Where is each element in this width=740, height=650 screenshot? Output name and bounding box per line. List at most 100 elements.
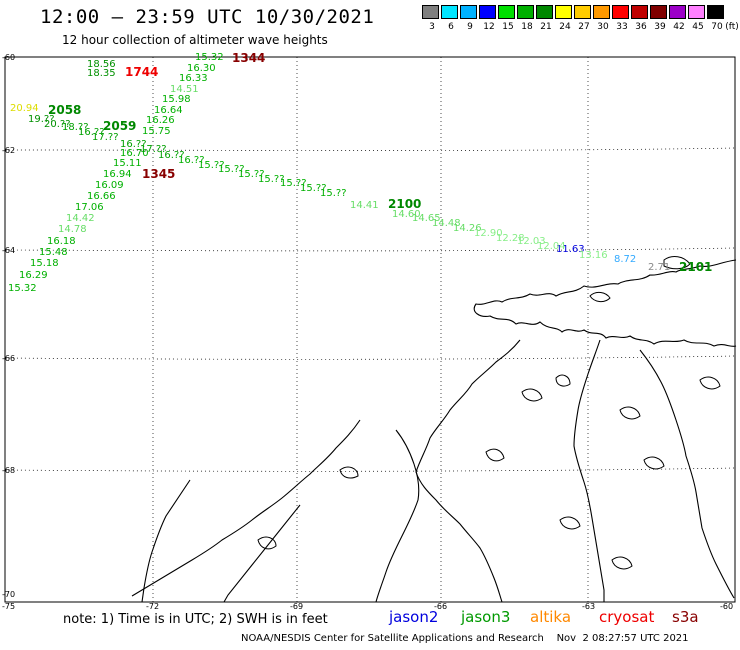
scale-label: 36 xyxy=(635,22,647,32)
track-time-label: 2058 xyxy=(48,103,82,117)
wave-height-label: 15.18 xyxy=(30,258,59,269)
footer-note: note: 1) Time is in UTC; 2) SWH is in fe… xyxy=(63,612,328,627)
wave-height-label: 14.48 xyxy=(432,218,461,229)
wave-height-label: 15.48 xyxy=(39,247,68,258)
scale-swatch xyxy=(707,5,724,19)
scale-swatch xyxy=(555,5,572,19)
scale-swatch xyxy=(441,5,458,19)
scale-label: 21 xyxy=(540,22,552,32)
wave-height-label: 18.35 xyxy=(87,68,116,79)
wave-height-label: 16.70 xyxy=(120,148,149,159)
lat-label: -68 xyxy=(2,466,16,475)
wave-height-label: 15.11 xyxy=(113,158,142,169)
scale-label: 27 xyxy=(578,22,590,32)
scale-swatch xyxy=(612,5,629,19)
wave-height-label: 16.64 xyxy=(154,105,183,116)
lon-label: -69 xyxy=(290,602,304,611)
track-time-label: 2100 xyxy=(388,197,422,211)
wave-height-label: 15.98 xyxy=(162,94,191,105)
scale-swatch xyxy=(650,5,667,19)
scale-swatch xyxy=(669,5,686,19)
lat-label: -64 xyxy=(2,246,16,255)
wave-height-label: 14.78 xyxy=(58,224,87,235)
map-frame xyxy=(4,56,736,603)
scale-label: 24 xyxy=(559,22,571,32)
wave-height-label: 12.90 xyxy=(474,228,503,239)
scale-label: 70 xyxy=(711,22,723,32)
wave-height-label: 13.16 xyxy=(579,250,608,261)
scale-swatch xyxy=(460,5,477,19)
scale-label: 30 xyxy=(597,22,609,32)
coastline xyxy=(131,259,737,603)
wave-height-label: 12.28 xyxy=(496,233,525,244)
wave-height-label: 14.60 xyxy=(392,209,421,220)
legend-altika: altika xyxy=(530,608,572,626)
lon-label: -66 xyxy=(434,602,448,611)
graticule xyxy=(4,57,736,602)
wave-height-label: 16.29 xyxy=(19,270,48,281)
page-title: 12:00 – 23:59 UTC 10/30/2021 xyxy=(40,6,375,28)
wave-height-label: 16.18 xyxy=(47,236,76,247)
wave-height-label: 16.30 xyxy=(187,63,216,74)
legend-cryosat: cryosat xyxy=(599,608,655,626)
scale-label: 15 xyxy=(502,22,514,32)
track-time-label: 1345 xyxy=(142,167,176,181)
scale-swatch xyxy=(479,5,496,19)
wave-height-label: 14.42 xyxy=(66,213,95,224)
wave-height-label: 14.51 xyxy=(170,84,199,95)
scale-label: 6 xyxy=(448,22,454,32)
islands xyxy=(257,256,721,570)
track-time-label: 1344 xyxy=(232,51,266,65)
wave-height-label: 20.94 xyxy=(10,103,39,114)
scale-label: 18 xyxy=(521,22,533,32)
lat-label: -70 xyxy=(2,590,16,599)
track-time-label: 1744 xyxy=(125,65,159,79)
scale-swatch xyxy=(593,5,610,19)
wave-height-label: 12.04 xyxy=(537,241,566,252)
scale-swatch xyxy=(631,5,648,19)
lat-label: -60 xyxy=(2,53,16,62)
scale-label: 12 xyxy=(483,22,495,32)
wave-height-label: 16.66 xyxy=(87,191,116,202)
scale-swatch xyxy=(574,5,591,19)
lat-label: -62 xyxy=(2,146,16,155)
legend-jason2: jason2 xyxy=(389,608,439,626)
wave-height-label: 16.94 xyxy=(103,169,132,180)
wave-height-label: 17.06 xyxy=(75,202,104,213)
wave-height-label: 15.32 xyxy=(195,52,224,63)
scale-label: 39 xyxy=(654,22,666,32)
wave-height-label: 16.26 xyxy=(146,115,175,126)
legend-s3a: s3a xyxy=(672,608,699,626)
lon-label: -63 xyxy=(582,602,596,611)
scale-swatch xyxy=(688,5,705,19)
track-time-label: 2059 xyxy=(103,119,137,133)
wave-height-label: 2.71 xyxy=(648,262,671,273)
wave-height-label: 8.72 xyxy=(614,254,637,265)
lat-label: -66 xyxy=(2,354,16,363)
wave-height-label: 12.03 xyxy=(517,236,546,247)
wave-height-label: 16.33 xyxy=(179,73,208,84)
track-time-label: 2101 xyxy=(679,260,713,274)
wave-height-label: 18.56 xyxy=(87,59,116,70)
wave-height-label: 15.32 xyxy=(8,283,37,294)
footer-credit: NOAA/NESDIS Center for Satellite Applica… xyxy=(241,633,689,644)
scale-label: 42 xyxy=(673,22,685,32)
scale-unit: (ft) xyxy=(725,22,739,32)
wave-height-label: 16.09 xyxy=(95,180,124,191)
wave-height-label: 14.65 xyxy=(412,213,441,224)
legend-jason3: jason3 xyxy=(461,608,511,626)
scale-swatch xyxy=(422,5,439,19)
scale-label: 9 xyxy=(467,22,473,32)
scale-swatch xyxy=(536,5,553,19)
page-subtitle: 12 hour collection of altimeter wave hei… xyxy=(62,33,328,47)
scale-label: 45 xyxy=(692,22,704,32)
scale-swatch xyxy=(517,5,534,19)
scale-label: 3 xyxy=(429,22,435,32)
lon-label: -72 xyxy=(146,602,160,611)
wave-height-label: 14.41 xyxy=(350,200,379,211)
wave-height-label: 15.75 xyxy=(142,126,171,137)
lon-label: -60 xyxy=(720,602,734,611)
lon-label: -75 xyxy=(2,602,16,611)
scale-label: 33 xyxy=(616,22,628,32)
